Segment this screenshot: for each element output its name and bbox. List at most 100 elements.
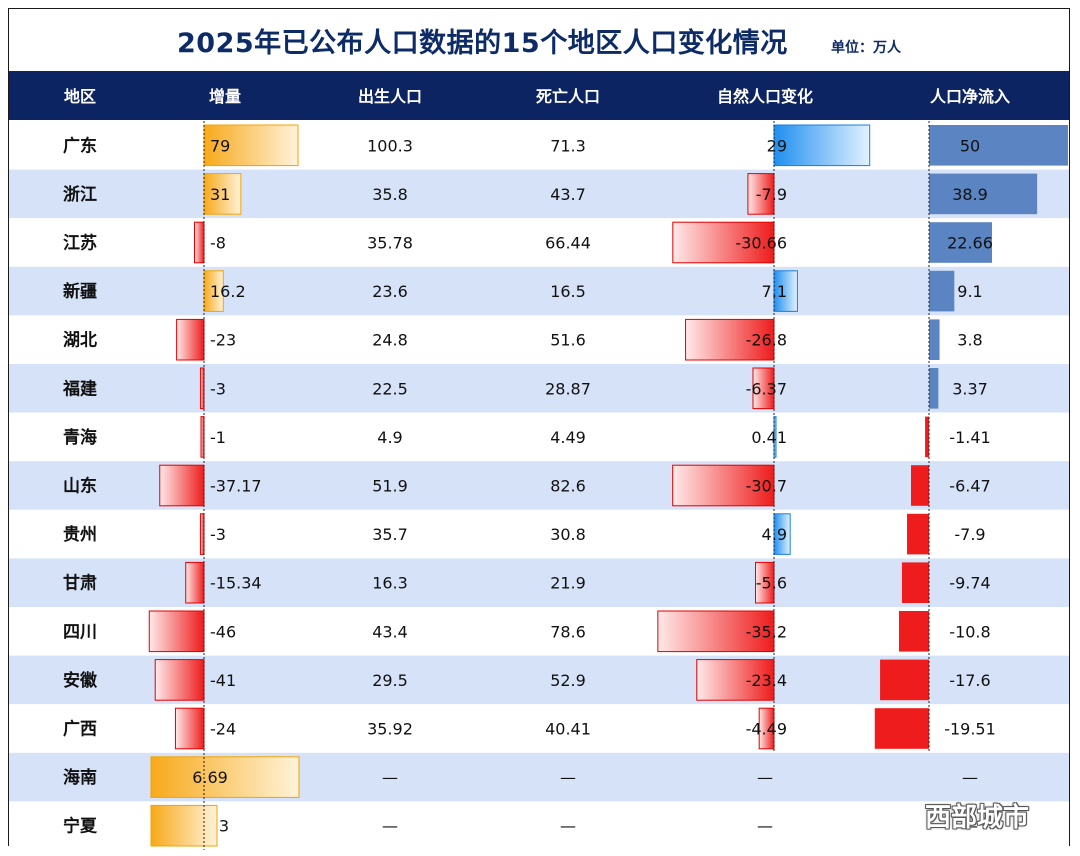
region-label: 湖北 [63,331,97,351]
region-label: 宁夏 [63,816,98,837]
births-value: 35.78 [367,234,413,253]
net-inflow-value: 22.66 [947,234,993,253]
natural-change-value: — [757,817,773,836]
births-value: 24.8 [372,331,408,350]
increase-bar [199,513,205,555]
region-label: 贵州 [63,524,97,545]
natural-change-bar [758,707,775,750]
table-row: 浙江 31 35.8 43.7 -7.9 38.9 [9,169,1069,219]
row-background [9,315,1069,364]
natural-change-bar [773,416,777,458]
natural-change-value: 0.41 [751,428,787,447]
increase-bar [200,416,205,458]
region-label: 江苏 [63,233,97,254]
unit-label: 单位：万人 [831,40,901,56]
increase-value: 16.2 [210,282,246,301]
net-inflow-value: — [962,768,978,787]
region-label: 青海 [63,427,97,448]
net-inflow-bar [929,319,940,360]
births-value: 23.6 [372,282,408,301]
births-value: 35.8 [372,185,408,204]
natural-change-bar [747,173,775,215]
deaths-value: 30.8 [550,525,586,544]
row-background [9,218,1069,267]
natural-change-value: -23.4 [746,671,787,690]
increase-value: 6.69 [192,768,228,787]
natural-change-value: -7.9 [756,185,787,204]
deaths-value: 66.44 [545,234,591,253]
row-background [9,121,1069,170]
natural-change-value: -30.66 [735,234,787,253]
increase-bar [150,804,218,847]
net-inflow-bar [925,416,929,458]
row-background [9,169,1069,219]
deaths-value: 40.41 [545,720,591,739]
increase-bar [193,221,205,264]
natural-change-value: 29 [767,136,787,155]
table-row: 广东 79 100.3 71.3 29 50 [9,121,1069,170]
net-inflow-bar [911,465,929,506]
net-inflow-bar [929,368,939,409]
region-label: 广西 [63,719,97,740]
table-row: 新疆 16.2 23.6 16.5 7.1 9.1 [9,266,1069,316]
natural-change-value: -6.37 [746,379,787,398]
net-inflow-value: 9.1 [957,282,982,301]
increase-value: -15.34 [210,574,262,593]
increase-bar [199,367,205,410]
births-value: 16.3 [372,574,408,593]
net-inflow-value: -10.8 [949,622,990,641]
net-inflow-bar [880,659,929,701]
deaths-value: — [560,768,576,787]
net-inflow-value: -1.41 [949,428,990,447]
increase-bar [174,707,205,750]
increase-bar [203,270,224,312]
increase-value: 31 [210,185,230,204]
increase-bar [148,610,205,653]
increase-value: -3 [210,379,226,398]
table-row: 江苏 -8 35.78 66.44 -30.66 22.66 [9,218,1069,267]
births-value: 43.4 [372,622,408,641]
increase-bar [154,659,205,701]
net-inflow-value: 50 [960,136,980,155]
net-inflow-value: -9.74 [949,574,990,593]
natural-change-value: -30.7 [746,477,787,496]
region-label: 广东 [63,135,97,156]
net-inflow-value: -19.51 [944,720,996,739]
natural-change-bar [752,367,775,410]
region-label: 甘肃 [63,573,97,594]
deaths-value: — [560,817,576,836]
births-value: — [382,817,398,836]
table-row: 安徽 -41 29.5 52.9 -23.4 -17.6 [9,655,1069,705]
col-header-region: 地区 [64,87,96,106]
net-inflow-value: 3.8 [957,331,982,350]
natural-change-value: — [757,768,773,787]
increase-bar [185,561,205,604]
natural-change-value: -5.6 [756,574,787,593]
increase-bar [150,756,300,798]
natural-change-bar [657,610,775,653]
births-value: 35.92 [367,720,413,739]
table-row: 贵州 -3 35.7 30.8 4.9 -7.9 [9,509,1069,559]
chart-title: 2025年已公布人口数据的15个地区人口变化情况 [177,28,788,59]
net-inflow-value: 3.37 [952,379,988,398]
births-value: 4.9 [377,428,402,447]
table-row: 广西 -24 35.92 40.41 -4.49 -19.51 [9,704,1069,753]
deaths-value: 43.7 [550,185,586,204]
watermark: 西部城市 [925,803,1030,833]
natural-change-value: 7.1 [762,282,787,301]
table-row: 宁夏 3 — — — — [9,801,1069,850]
increase-bar [203,173,242,215]
title-row: 2025年已公布人口数据的15个地区人口变化情况 单位：万人 [9,9,1069,71]
row-background [9,509,1069,559]
region-label: 海南 [63,767,97,788]
net-inflow-bar [929,125,1068,166]
net-inflow-bar [874,708,929,749]
region-label: 新疆 [63,281,97,302]
row-background [9,412,1069,462]
deaths-value: 52.9 [550,671,586,690]
net-inflow-value: -6.47 [949,477,990,496]
region-label: 福建 [62,378,97,399]
births-value: 29.5 [372,671,408,690]
net-inflow-bar [929,173,1038,215]
